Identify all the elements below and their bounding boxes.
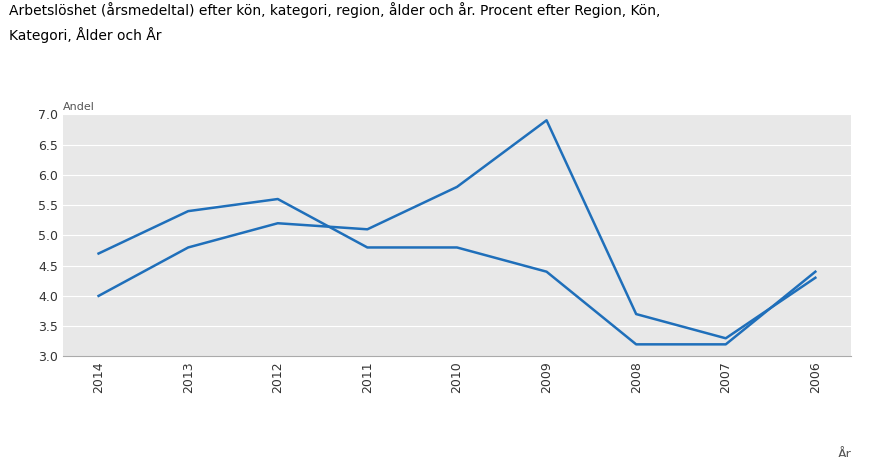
Text: Kategori, Ålder och År: Kategori, Ålder och År [9, 27, 161, 43]
Text: Arbetslöshet (årsmedeltal) efter kön, kategori, region, ålder och år. Procent ef: Arbetslöshet (årsmedeltal) efter kön, ka… [9, 2, 660, 18]
Text: År: År [838, 448, 851, 457]
Text: Andel: Andel [63, 102, 95, 112]
